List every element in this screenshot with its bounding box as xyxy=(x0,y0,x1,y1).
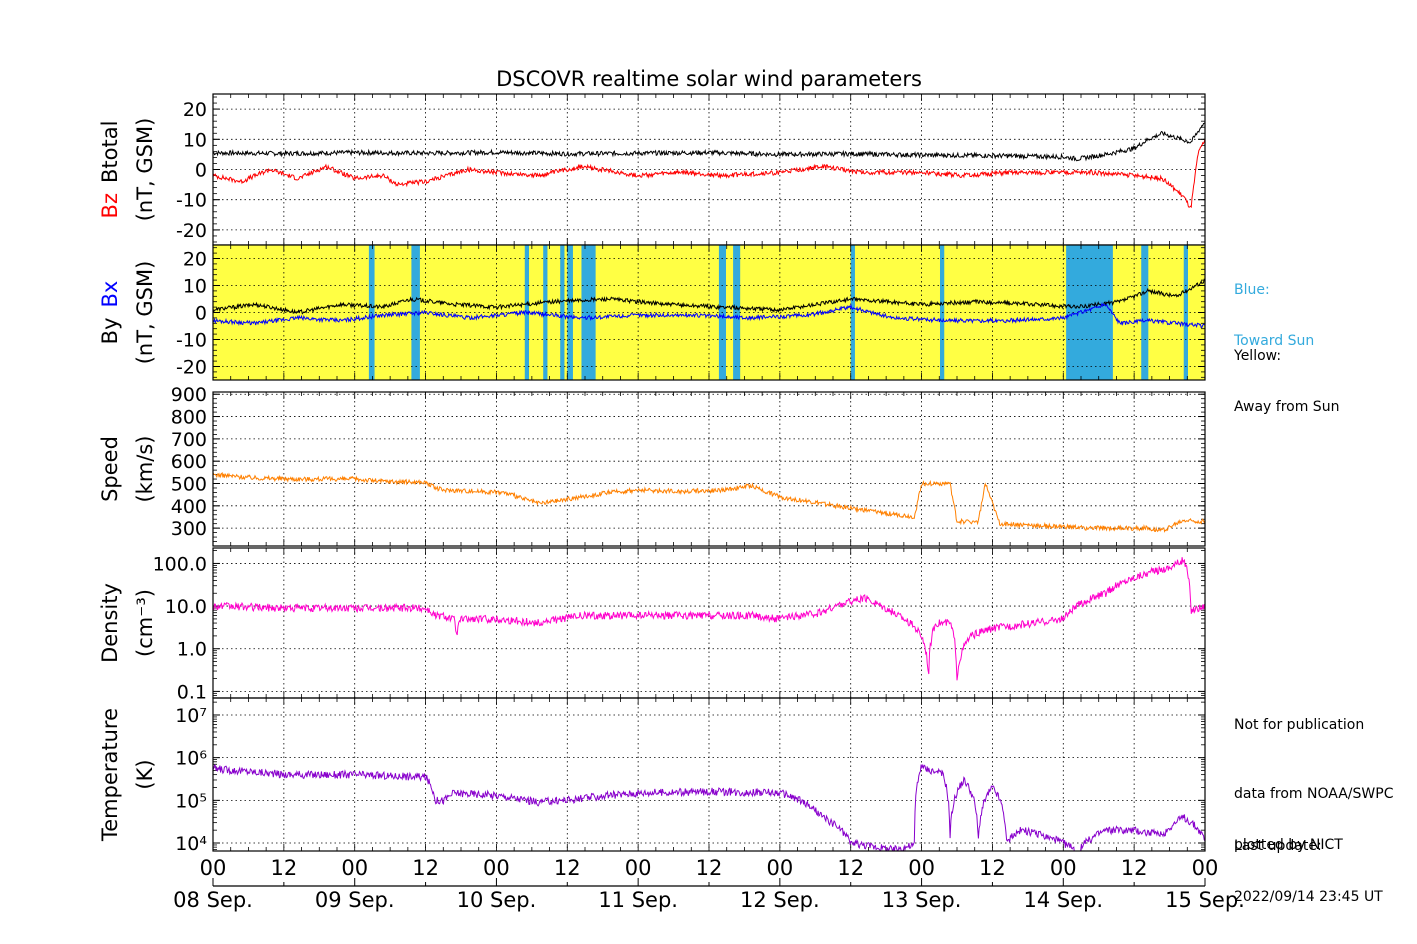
source-line-2: plotted by NICT xyxy=(1234,837,1343,853)
y-tick-label: -10 xyxy=(176,190,207,212)
legend-away-from-sun: Yellow: Away from Sun xyxy=(1234,314,1339,433)
legend-away-text: Away from Sun xyxy=(1234,399,1340,415)
y-tick-label: 900 xyxy=(171,384,207,406)
y-tick-label: 10 xyxy=(183,129,207,151)
series-density-line xyxy=(213,557,1205,681)
y-tick-label: 10⁷ xyxy=(175,705,207,727)
panel-1: -20 -10 0 10 20 Bz Btotal (nT, GSM) xyxy=(98,93,1206,246)
y-tick-label: -20 xyxy=(176,357,207,379)
y-tick-label: 20 xyxy=(183,99,207,121)
y-tick-label: 10⁵ xyxy=(175,790,207,812)
panel-4: 0.1 1.0 10.0 100.0 Density (cm⁻³) xyxy=(98,547,1206,703)
y-axis-label-unit: (cm⁻³) xyxy=(133,589,157,657)
legend-toward-sun: Blue: Toward Sun xyxy=(1234,248,1314,367)
date-label: 13 Sep. xyxy=(882,888,962,912)
series-temperature-line xyxy=(213,763,1205,851)
series-speed-line xyxy=(213,472,1205,533)
y-tick-label: 20 xyxy=(183,249,207,271)
data-source-note: data from NOAA/SWPC plotted by NICT xyxy=(1234,752,1393,871)
y-axis-label-series-b: Bx xyxy=(98,281,122,308)
series-btotal-line xyxy=(213,122,1205,162)
x-tick-label: 12 xyxy=(554,856,581,880)
date-label: 15 Sep. xyxy=(1165,888,1245,912)
y-tick-label: 0 xyxy=(195,303,207,325)
y-tick-label: 100.0 xyxy=(153,553,207,575)
legend-away-title: Yellow: xyxy=(1234,348,1282,364)
date-label: 11 Sep. xyxy=(598,888,678,912)
y-tick-label: -10 xyxy=(176,330,207,352)
y-tick-label: 0.1 xyxy=(177,681,207,703)
y-tick-label: 500 xyxy=(171,474,207,496)
y-tick-label: 400 xyxy=(171,496,207,518)
toward-sun-band xyxy=(581,245,596,380)
y-tick-label: 10 xyxy=(183,276,207,298)
x-tick-label: 12 xyxy=(696,856,723,880)
panel-2: -20 -10 0 10 20 By Bx (nT, GSM) xyxy=(98,244,1206,381)
y-tick-label: 0 xyxy=(195,160,207,182)
y-axis-label-unit: (K) xyxy=(133,759,157,789)
toward-sun-band xyxy=(733,245,741,380)
y-tick-label: -20 xyxy=(176,220,207,242)
y-axis-label-unit: (nT, GSM) xyxy=(133,261,157,365)
x-tick-label: 12 xyxy=(979,856,1006,880)
y-tick-label: 10.0 xyxy=(165,596,207,618)
last-update-time: 2022/09/14 23:45 UT xyxy=(1234,889,1383,905)
y-tick-label: 700 xyxy=(171,429,207,451)
y-tick-label: 600 xyxy=(171,451,207,473)
y-axis-label: Speed xyxy=(98,436,122,502)
x-tick-label: 00 xyxy=(1050,856,1077,880)
source-line-1: data from NOAA/SWPC xyxy=(1234,786,1394,802)
series-bx-line xyxy=(213,302,1205,329)
series-by-line xyxy=(213,278,1205,315)
last-update-label: Last update: xyxy=(1234,838,1322,854)
chart-title: DSCOVR realtime solar wind parameters xyxy=(496,67,922,91)
x-tick-label: 12 xyxy=(412,856,439,880)
x-tick-label: 12 xyxy=(1121,856,1148,880)
legend-toward-text: Toward Sun xyxy=(1234,333,1315,349)
y-axis-label: Density xyxy=(98,583,122,663)
x-tick-label: 12 xyxy=(270,856,297,880)
panel-frame xyxy=(212,244,1206,381)
series-bz-line xyxy=(213,138,1205,209)
panel-frame xyxy=(212,697,1206,852)
y-axis-label: Temperature xyxy=(98,708,122,842)
y-axis-label-unit: (km/s) xyxy=(133,435,157,502)
x-tick-label: 00 xyxy=(341,856,368,880)
date-label: 12 Sep. xyxy=(740,888,820,912)
time-axis: 00 12 00 12 00 12 00 12 00 12 00 12 00 12 00 08 Sep. 09 … xyxy=(173,856,1245,912)
date-label: 09 Sep. xyxy=(315,888,395,912)
y-tick-label: 800 xyxy=(171,407,207,429)
chart-panels: -20 -10 0 10 20 Bz Btotal (nT, GSM) -20 -10 0 10 20 B… xyxy=(98,93,1206,855)
y-axis-label-unit: (nT, GSM) xyxy=(133,118,157,222)
y-tick-label: 10⁴ xyxy=(175,833,207,855)
date-label: 10 Sep. xyxy=(457,888,537,912)
not-for-publication-note: Not for publication xyxy=(1234,717,1365,733)
toward-sun-band xyxy=(560,245,565,380)
panel-5: 10⁴ 10⁵ 10⁶ 10⁷ Temperature (K) xyxy=(98,697,1206,855)
y-tick-label: 1.0 xyxy=(177,639,207,661)
x-tick-label: 12 xyxy=(837,856,864,880)
y-tick-label: 10⁶ xyxy=(175,748,207,770)
y-tick-label: 300 xyxy=(171,518,207,540)
x-tick-label: 00 xyxy=(908,856,935,880)
legend-toward-title: Blue: xyxy=(1234,282,1270,298)
date-label: 14 Sep. xyxy=(1023,888,1103,912)
y-axis-label-series-b: Btotal xyxy=(98,121,122,183)
y-axis-label-series-a: Bz xyxy=(98,193,122,218)
y-axis-label: By Bx xyxy=(98,281,122,345)
date-label: 08 Sep. xyxy=(173,888,253,912)
x-tick-label: 00 xyxy=(766,856,793,880)
x-tick-label: 00 xyxy=(200,856,227,880)
x-tick-label: 00 xyxy=(483,856,510,880)
toward-sun-band xyxy=(567,245,573,380)
y-axis-label: Bz Btotal xyxy=(98,121,122,219)
x-tick-label: 00 xyxy=(625,856,652,880)
last-update-note: Last update: 2022/09/14 23:45 UT xyxy=(1234,804,1383,923)
x-tick-label: 00 xyxy=(1192,856,1219,880)
panel-frame xyxy=(212,391,1206,547)
y-axis-label-series-a: By xyxy=(98,318,122,345)
